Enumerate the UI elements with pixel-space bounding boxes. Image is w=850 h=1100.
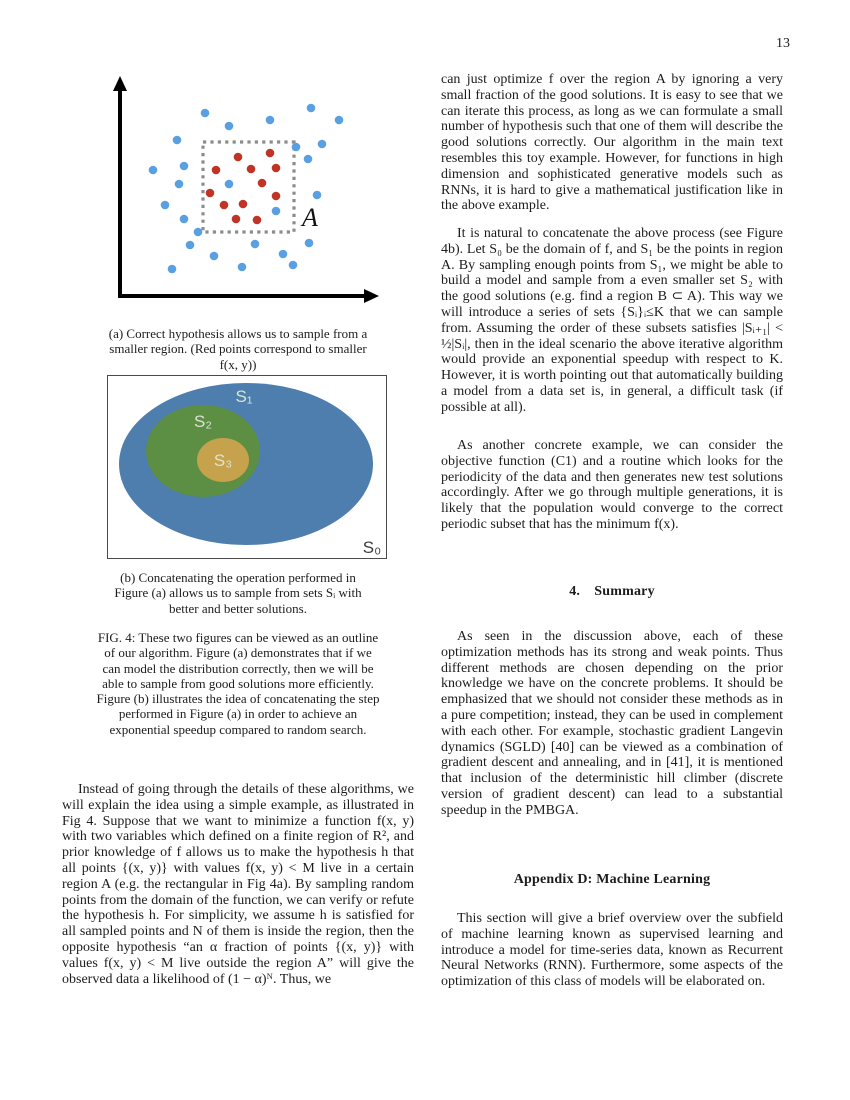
- blue-data-point: [179, 161, 189, 171]
- blue-data-point: [291, 142, 301, 152]
- right-paragraph-5: This section will give a brief overview …: [441, 911, 783, 990]
- red-data-point: [231, 214, 241, 224]
- set-s3-label: S₃: [214, 451, 232, 470]
- set-s1-label: S₁: [235, 387, 252, 406]
- red-data-point: [271, 191, 281, 201]
- right-paragraph-1: can just optimize f over the region A by…: [441, 72, 783, 214]
- blue-data-point: [237, 262, 247, 272]
- blue-data-point: [334, 115, 344, 125]
- y-axis-arrowhead-icon: [113, 76, 127, 91]
- set-s2-label: S₂: [194, 412, 212, 431]
- fig4-caption: FIG. 4: These two figures can be viewed …: [55, 630, 421, 737]
- right-paragraph-4: As seen in the discussion above, each of…: [441, 629, 783, 818]
- blue-data-point: [224, 121, 234, 131]
- caption-line: Figure (a) allows us to sample from sets…: [114, 585, 362, 601]
- blue-data-point: [265, 115, 275, 125]
- caption-line: exponential speedup compared to random s…: [109, 721, 367, 737]
- figure-b-sets-diagram: S₁ S₂ S₃ S₀: [107, 375, 387, 559]
- red-data-point: [211, 165, 221, 175]
- blue-data-point: [250, 239, 260, 249]
- red-data-point: [205, 188, 215, 198]
- blue-data-point: [306, 103, 316, 113]
- region-A-dashed-box: [201, 140, 296, 234]
- figure-a-caption: (a) Correct hypothesis allows us to samp…: [62, 326, 414, 372]
- summary-section-heading: 4. Summary: [569, 584, 655, 599]
- blue-data-point: [278, 249, 288, 259]
- caption-line: (b) Concatenating the operation performe…: [120, 570, 356, 585]
- blue-data-point: [304, 238, 314, 248]
- sets-diagram-canvas: S₁ S₂ S₃ S₀: [119, 383, 381, 557]
- scatter-points-layer: [148, 103, 344, 274]
- set-s3-ellipse: [197, 438, 249, 482]
- figure-a-scatter-plot: A: [95, 73, 395, 311]
- red-data-point: [246, 164, 256, 174]
- blue-data-point: [224, 179, 234, 189]
- blue-data-point: [209, 251, 219, 261]
- blue-data-point: [148, 165, 158, 175]
- caption-line: able to sample from good solutions more …: [102, 675, 374, 691]
- caption-line: of our algorithm. Figure (a) demonstrate…: [104, 645, 372, 661]
- blue-data-point: [288, 260, 298, 270]
- blue-data-point: [303, 154, 313, 164]
- red-data-point: [271, 163, 281, 173]
- red-data-point: [252, 215, 262, 225]
- red-data-point: [257, 178, 267, 188]
- right-paragraph-3: As another concrete example, we can cons…: [441, 438, 783, 532]
- figure-b-caption: (b) Concatenating the operation performe…: [62, 570, 414, 616]
- appendix-d-heading: Appendix D: Machine Learning: [513, 872, 711, 887]
- blue-data-point: [271, 206, 281, 216]
- blue-data-point: [174, 179, 184, 189]
- caption-line: can model the distribution correctly, th…: [102, 660, 374, 676]
- red-data-point: [233, 152, 243, 162]
- caption-line: (a) Correct hypothesis allows us to samp…: [108, 326, 368, 341]
- caption-line: smaller region. (Red points correspond t…: [109, 341, 367, 357]
- blue-data-point: [193, 227, 203, 237]
- blue-data-point: [185, 240, 195, 250]
- red-data-point: [219, 200, 229, 210]
- caption-line: better and better solutions.: [169, 600, 307, 616]
- caption-line: FIG. 4: These two figures can be viewed …: [97, 630, 379, 645]
- caption-line: Figure (b) illustrates the idea of conca…: [96, 691, 380, 707]
- page-number: 13: [776, 36, 790, 51]
- blue-data-point: [172, 135, 182, 145]
- blue-data-point: [160, 200, 170, 210]
- blue-data-point: [200, 108, 210, 118]
- red-data-point: [265, 148, 275, 158]
- caption-line: performed in Figure (a) in order to achi…: [118, 706, 358, 722]
- blue-data-point: [312, 190, 322, 200]
- scatter-plot-canvas: A: [113, 76, 379, 303]
- right-paragraph-2: It is natural to concatenate the above p…: [441, 226, 783, 415]
- region-A-label: A: [300, 203, 318, 232]
- caption-line: f(x, y)): [219, 356, 257, 372]
- set-s0-label: S₀: [363, 538, 381, 557]
- blue-data-point: [317, 139, 327, 149]
- x-axis-arrowhead-icon: [364, 289, 379, 303]
- blue-data-point: [167, 264, 177, 274]
- left-body-paragraph: Instead of going through the details of …: [62, 782, 414, 987]
- red-data-point: [238, 199, 248, 209]
- blue-data-point: [179, 214, 189, 224]
